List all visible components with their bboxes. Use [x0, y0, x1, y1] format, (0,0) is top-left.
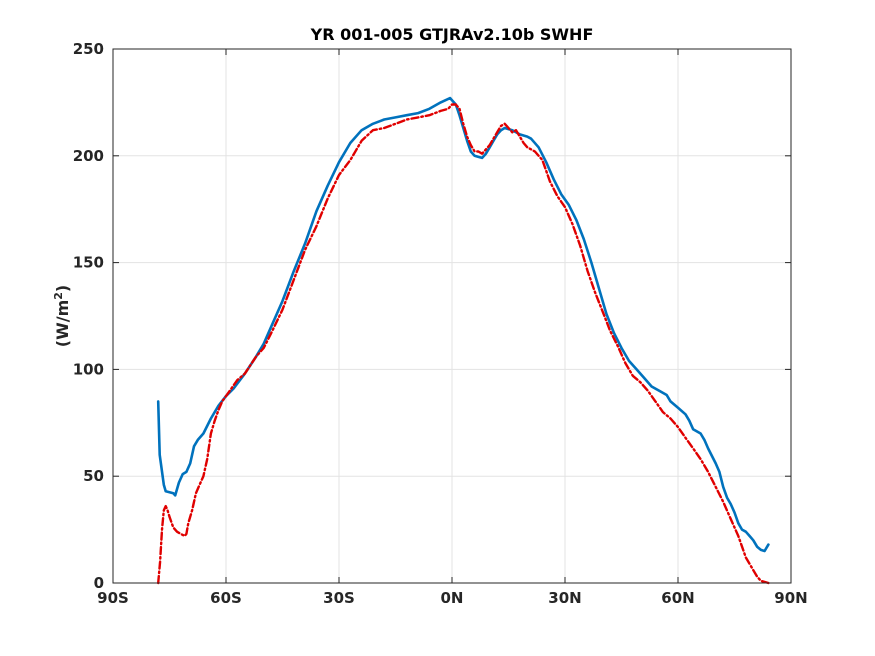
x-tick-label: 90N	[774, 589, 807, 607]
x-tick-label: 30S	[323, 589, 355, 607]
y-tick-label: 250	[73, 40, 104, 58]
y-axis-label: (W/m2)	[52, 285, 72, 347]
series-line-2	[157, 103, 770, 585]
y-axis-label-suffix: )	[53, 285, 72, 292]
y-axis-label-superscript: 2	[52, 292, 65, 300]
x-tick-label: 30N	[548, 589, 581, 607]
tick-labels: 90S 60S 30S 0N 30N 60N 90N 0 50 100 150 200 250	[73, 40, 808, 607]
y-axis-label-text: (W/m	[53, 300, 72, 347]
chart-title: YR 001-005 GTJRAv2.10b SWHF	[310, 25, 594, 44]
x-tick-label: 60S	[210, 589, 242, 607]
x-tick-label: 60N	[661, 589, 694, 607]
y-tick-label: 150	[73, 254, 104, 272]
y-tick-label: 200	[73, 147, 104, 165]
x-tick-label: 0N	[441, 589, 464, 607]
x-tick-label: 90S	[97, 589, 129, 607]
series-group	[156, 96, 770, 585]
y-tick-label: 50	[83, 467, 104, 485]
y-tick-label: 100	[73, 360, 104, 378]
y-tick-label: 0	[94, 574, 104, 592]
ticks	[112, 48, 792, 584]
